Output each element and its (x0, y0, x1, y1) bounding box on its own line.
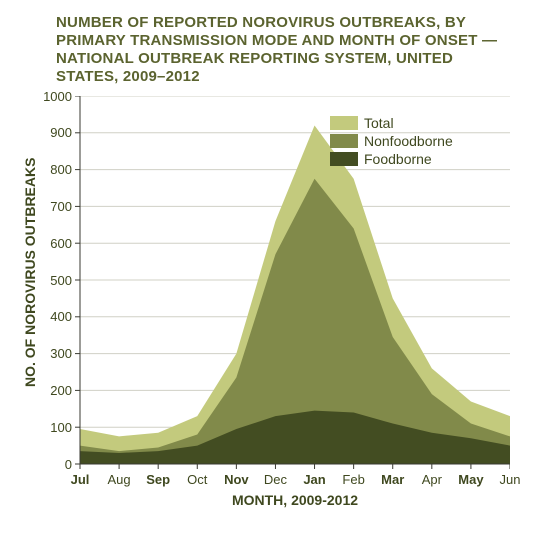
chart-title: NUMBER OF REPORTED NOROVIRUS OUTBREAKS, … (56, 14, 518, 86)
x-tick-label: Jul (71, 472, 90, 487)
legend-swatch (330, 116, 358, 130)
x-tick-label: Jan (303, 472, 325, 487)
legend-item: Nonfoodborne (330, 133, 453, 149)
y-tick-label: 400 (36, 309, 72, 324)
legend-label: Foodborne (364, 151, 432, 167)
x-tick-label: Dec (264, 472, 287, 487)
x-tick-label: Aug (108, 472, 131, 487)
legend-label: Total (364, 115, 394, 131)
x-axis-label: MONTH, 2009-2012 (80, 492, 510, 508)
x-tick-label: Sep (146, 472, 170, 487)
legend-item: Total (330, 115, 453, 131)
x-tick-label: Nov (224, 472, 249, 487)
x-tick-label: Jun (500, 472, 521, 487)
x-tick-label: Oct (187, 472, 207, 487)
y-tick-label: 1000 (36, 89, 72, 104)
y-tick-label: 600 (36, 236, 72, 251)
legend-item: Foodborne (330, 151, 453, 167)
y-tick-label: 0 (36, 457, 72, 472)
y-tick-label: 800 (36, 162, 72, 177)
legend-label: Nonfoodborne (364, 133, 453, 149)
legend: Total Nonfoodborne Foodborne (330, 115, 453, 169)
legend-swatch (330, 134, 358, 148)
y-tick-label: 300 (36, 346, 72, 361)
y-tick-label: 200 (36, 383, 72, 398)
legend-swatch (330, 152, 358, 166)
y-tick-label: 500 (36, 273, 72, 288)
y-tick-label: 700 (36, 199, 72, 214)
x-tick-label: May (458, 472, 483, 487)
y-tick-label: 900 (36, 125, 72, 140)
x-tick-label: Apr (422, 472, 442, 487)
y-axis-label: NO. OF NOROVIRUS OUTBREAKS (22, 157, 38, 386)
x-tick-label: Mar (381, 472, 404, 487)
y-tick-label: 100 (36, 420, 72, 435)
x-tick-label: Feb (342, 472, 364, 487)
